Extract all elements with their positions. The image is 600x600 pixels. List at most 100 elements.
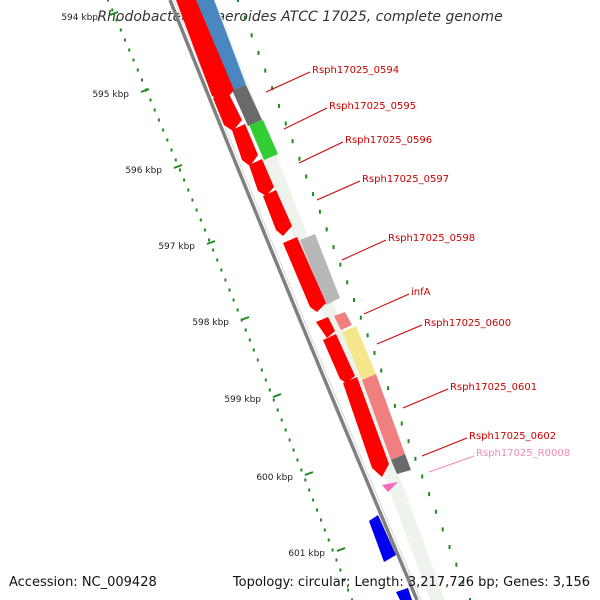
minor-tick [308, 488, 311, 492]
gene-label[interactable]: Rsph17025_0598 [388, 233, 475, 244]
minor-tick [149, 98, 152, 102]
gene-label[interactable]: Rsph17025_R0008 [476, 448, 570, 459]
gene-leader-line [316, 180, 361, 201]
tick-layer: 594 kbp 595 kbp 596 kbp 597 kbp 598 kbp 599 k… [61, 0, 353, 600]
kbp-tick-label: 596 kbp [125, 166, 162, 176]
kbp-tick: 595 kbp [92, 88, 150, 100]
cds-arrow-1 [176, 0, 234, 102]
kbp-tick: 600 kbp [256, 471, 314, 483]
gene-label[interactable]: Rsph17025_0594 [312, 65, 399, 76]
kbp-tick: 594 kbp [61, 11, 119, 23]
kbp-tick-label: 598 kbp [192, 318, 229, 328]
outer-tick [400, 421, 403, 426]
gene-label[interactable]: Rsph17025_0596 [345, 135, 432, 146]
accession-text: Accession: NC_009428 [9, 575, 157, 590]
outer-tick [414, 456, 417, 461]
minor-tick [288, 438, 291, 442]
minor-tick [319, 518, 322, 522]
cds-arrow-9 [343, 377, 389, 477]
minor-tick [228, 288, 231, 292]
minor-tick [244, 328, 247, 332]
outer-tick [380, 368, 383, 373]
minor-tick [111, 8, 114, 12]
cds-arrow-3 [232, 124, 258, 166]
blue-feature [196, 0, 246, 90]
kbp-tick: 599 kbp [224, 393, 282, 405]
minor-tick [199, 218, 202, 222]
cds-arrow-4 [249, 159, 274, 196]
gene-label[interactable]: infA [411, 287, 431, 298]
gene-label[interactable]: Rsph17025_0602 [469, 431, 556, 442]
minor-tick [300, 468, 303, 472]
minor-tick [128, 48, 131, 52]
minor-tick [183, 178, 186, 182]
gene-leader-line [376, 324, 423, 345]
kbp-tick: 598 kbp [192, 316, 250, 328]
cds-arrow-6 [283, 237, 326, 312]
minor-tick [124, 38, 127, 42]
gene-leader-line [265, 71, 311, 93]
outer-tick [257, 50, 260, 55]
minor-tick [191, 198, 194, 202]
minor-tick [248, 338, 251, 342]
outer-dotted-ring [237, 0, 471, 600]
kbp-tick-label: 594 kbp [61, 13, 98, 23]
minor-tick [136, 68, 139, 72]
topology-text: Topology: circular; Length: 3,217,726 bp… [232, 575, 590, 590]
minor-tick [178, 168, 181, 172]
gene-leader-line [421, 437, 468, 457]
gene-label[interactable]: Rsph17025_0595 [329, 101, 416, 112]
minor-tick [312, 498, 315, 502]
minor-tick [272, 398, 275, 402]
minor-tick [236, 308, 239, 312]
minor-tick [304, 478, 307, 482]
outer-tick [264, 68, 267, 73]
outer-tick [305, 174, 308, 179]
outer-tick [366, 333, 369, 338]
minor-tick [157, 118, 160, 122]
outer-tick [359, 315, 362, 320]
salmon-long-feature [362, 374, 405, 460]
kbp-tick: 596 kbp [125, 164, 183, 176]
gene-leader-line [298, 141, 344, 164]
gene-leader-line [363, 293, 410, 315]
kbp-tick-label: 600 kbp [256, 473, 293, 483]
outer-tick [237, 0, 239, 2]
minor-tick [208, 238, 211, 242]
gene-label-layer: Rsph17025_0594 Rsph17025_0595 Rsph17025_05… [265, 65, 570, 473]
minor-tick [331, 548, 334, 552]
gene-leader-line [283, 107, 328, 130]
outer-tick [373, 350, 376, 355]
cds-track [176, 0, 389, 477]
cds-arrow-8 [323, 334, 355, 383]
kbp-tick-label: 599 kbp [224, 395, 261, 405]
minor-tick [339, 568, 342, 572]
minor-tick [212, 248, 215, 252]
minor-tick [170, 148, 173, 152]
kbp-tick: 597 kbp [158, 240, 216, 252]
green-feature [249, 120, 278, 160]
kbp-tick-label: 597 kbp [158, 242, 195, 252]
minor-tick [347, 588, 350, 592]
minor-tick [276, 408, 279, 412]
cds-arrow-2 [213, 92, 242, 131]
minor-tick [343, 578, 346, 582]
minor-tick [351, 598, 353, 600]
gene-label[interactable]: Rsph17025_0601 [450, 382, 537, 393]
minor-tick [203, 228, 206, 232]
dark-small-feature [391, 454, 411, 474]
gene-label[interactable]: Rsph17025_0600 [424, 318, 511, 329]
outer-tick [325, 227, 328, 232]
minor-tick [284, 428, 287, 432]
minor-tick [335, 558, 338, 562]
minor-tick [280, 418, 283, 422]
outer-tick [277, 103, 280, 108]
yellow-feature [342, 326, 376, 380]
minor-tick [115, 18, 118, 22]
salmon-feature [334, 312, 352, 330]
outer-tick [353, 298, 355, 302]
gene-label[interactable]: Rsph17025_0597 [362, 174, 449, 185]
minor-tick [316, 508, 319, 512]
outer-tick [291, 139, 294, 144]
